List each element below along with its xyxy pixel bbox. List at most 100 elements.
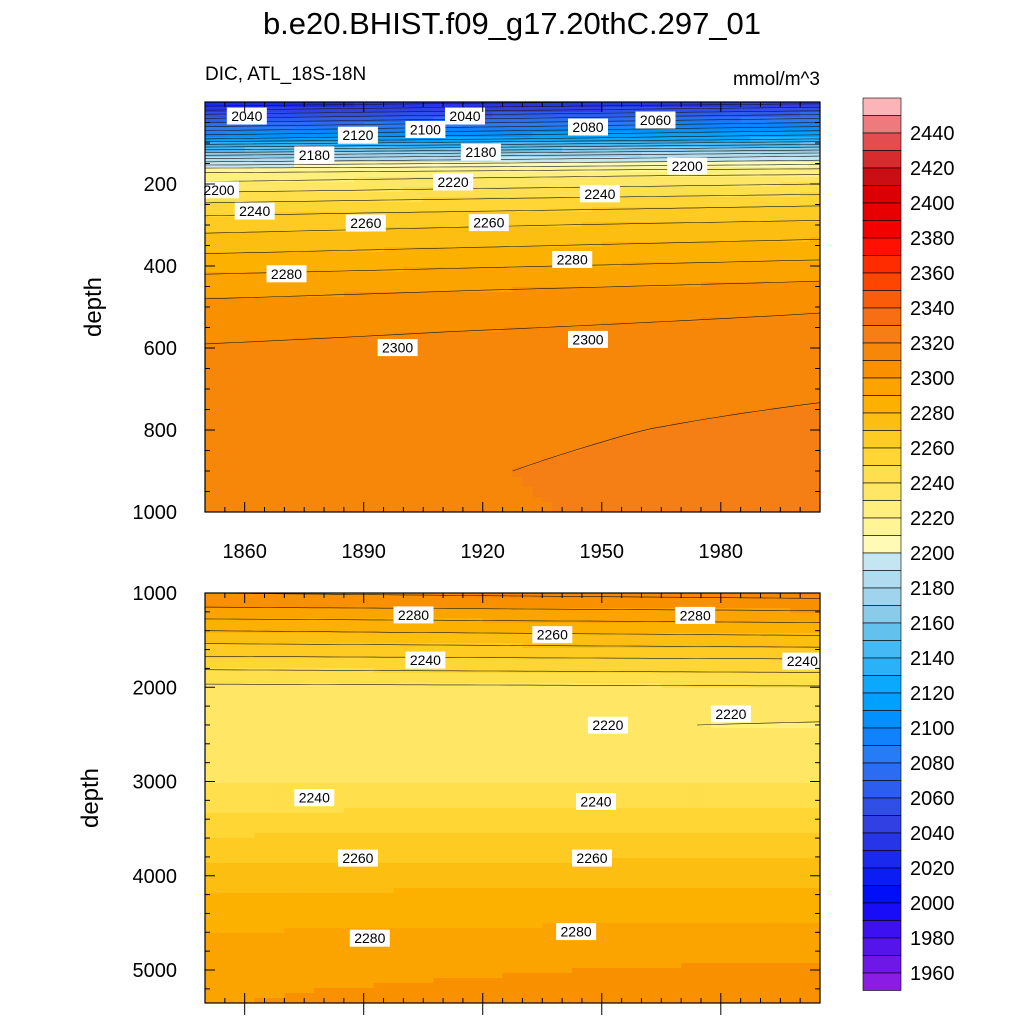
contour-fill-cell	[780, 152, 791, 158]
contour-fill-cell	[452, 367, 464, 373]
contour-fill-cell	[790, 182, 801, 188]
contour-fill-cell	[760, 462, 771, 468]
contour-fill-cell	[710, 252, 722, 258]
contour-fill-cell	[423, 272, 434, 278]
contour-fill-cell	[413, 472, 424, 478]
contour-fill-cell	[691, 177, 702, 183]
contour-fill-cell	[214, 142, 226, 148]
contour-fill-cell	[205, 462, 216, 468]
contour-fill-cell	[552, 187, 563, 193]
contour-fill-cell	[433, 432, 444, 438]
contour-fill-cell	[581, 487, 593, 493]
contour-fill-cell	[462, 467, 474, 473]
contour-fill-cell	[740, 447, 752, 453]
contour-fill-cell	[492, 412, 504, 418]
contour-fill-cell	[810, 252, 820, 258]
contour-fill-cell	[383, 397, 395, 403]
contour-fill-cell	[661, 287, 672, 293]
contour-fill-cell	[581, 307, 593, 313]
contour-fill-cell	[304, 447, 315, 453]
contour-fill-cell	[274, 232, 285, 238]
contour-fill-cell	[800, 187, 811, 193]
contour-fill-cell	[552, 152, 563, 158]
contour-fill-cell	[423, 112, 434, 118]
contour-fill-cell	[423, 357, 434, 363]
contour-fill-cell	[462, 257, 474, 263]
contour-fill-cell	[304, 457, 315, 463]
contour-fill-cell	[591, 347, 603, 353]
contour-fill-cell	[324, 142, 335, 148]
contour-fill-cell	[710, 282, 722, 288]
contour-fill-cell	[581, 292, 593, 298]
contour-fill-cell	[423, 492, 434, 498]
contour-fill-cell	[601, 467, 613, 473]
contour-fill-cell	[631, 407, 643, 413]
contour-fill-cell	[611, 357, 623, 363]
contour-fill-cell	[611, 367, 623, 373]
contour-fill-cell	[254, 382, 266, 388]
contour-fill-cell	[433, 482, 444, 488]
contour-fill-cell	[373, 107, 385, 113]
contour-fill-cell	[740, 227, 752, 233]
contour-fill-cell	[800, 287, 811, 293]
contour-fill-cell	[730, 437, 742, 443]
contour-fill-cell	[730, 377, 742, 383]
contour-fill-cell	[363, 272, 375, 278]
contour-fill-cell	[562, 362, 573, 368]
contour-fill-cell	[502, 352, 514, 358]
contour-fill-cell	[482, 242, 494, 248]
contour-fill-cell	[383, 292, 395, 298]
contour-fill-cell	[324, 412, 335, 418]
contour-fill-cell	[304, 272, 315, 278]
contour-fill-cell	[264, 227, 276, 233]
contour-fill-cell	[611, 272, 623, 278]
contour-fill-cell	[482, 372, 494, 378]
contour-fill-cell	[482, 482, 494, 488]
contour-fill-cell	[581, 452, 593, 458]
contour-fill-cell	[700, 292, 712, 298]
contour-fill-cell	[562, 282, 573, 288]
contour-fill-cell	[393, 487, 404, 493]
contour-fill-cell	[224, 292, 236, 298]
contour-fill-cell	[572, 247, 583, 253]
contour-fill-cell	[800, 357, 811, 363]
contour-fill-cell	[681, 422, 692, 428]
contour-fill-cell	[780, 177, 791, 183]
contour-fill-cell	[611, 347, 623, 353]
contour-fill-cell	[552, 352, 563, 358]
contour-fill-cell	[661, 292, 672, 298]
contour-fill-cell	[780, 437, 791, 443]
contour-fill-cell	[631, 147, 643, 153]
contour-fill-cell	[403, 402, 414, 408]
contour-fill-cell	[264, 257, 276, 263]
contour-fill-cell	[601, 177, 613, 183]
contour-fill-cell	[234, 337, 246, 343]
contour-fill-cell	[611, 442, 623, 448]
contour-fill-cell	[502, 252, 514, 258]
contour-fill-cell	[770, 252, 781, 258]
contour-fill-cell	[641, 267, 652, 273]
contour-fill-cell	[691, 397, 702, 403]
contour-fill-cell	[542, 497, 553, 503]
contour-fill-cell	[373, 202, 385, 208]
contour-fill-cell	[423, 162, 434, 168]
contour-fill-cell	[254, 262, 266, 268]
contour-fill-cell	[552, 297, 563, 303]
contour-fill-cell	[443, 217, 454, 223]
contour-fill-cell	[462, 317, 474, 323]
contour-fill-cell	[492, 197, 504, 203]
contour-fill-cell	[730, 387, 742, 393]
contour-fill-cell	[671, 492, 682, 498]
contour-fill-cell	[691, 127, 702, 133]
contour-fill-cell	[631, 362, 643, 368]
contour-fill-cell	[750, 352, 762, 358]
contour-fill-cell	[681, 267, 692, 273]
contour-fill-cell	[373, 122, 385, 128]
contour-fill-cell	[651, 442, 662, 448]
contour-fill-cell	[572, 477, 583, 483]
contour-fill-cell	[264, 107, 276, 113]
contour-fill-cell	[224, 277, 236, 283]
contour-fill-cell	[462, 417, 474, 423]
contour-fill-cell	[681, 172, 692, 178]
contour-fill-cell	[770, 417, 781, 423]
